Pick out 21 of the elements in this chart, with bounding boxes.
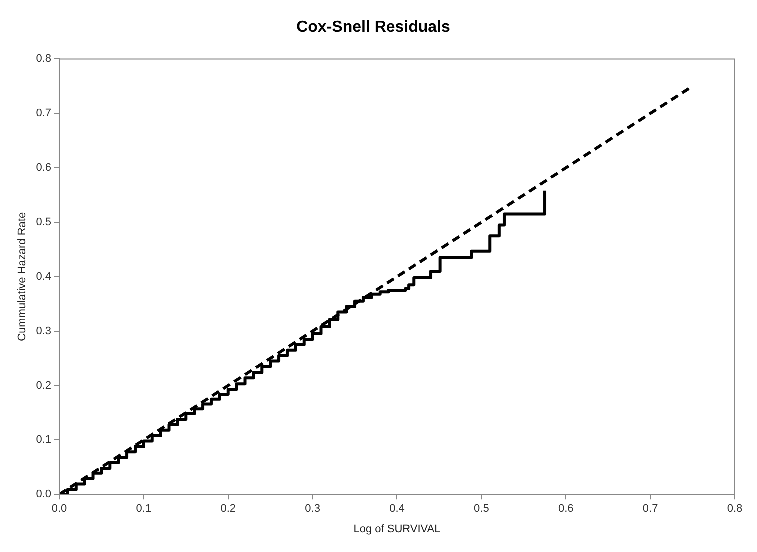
y-tick-label: 0.8 xyxy=(36,53,52,66)
y-tick-label: 0.2 xyxy=(36,380,52,392)
y-tick-label: 0.0 xyxy=(36,488,52,501)
x-tick-label: 0.5 xyxy=(474,503,490,516)
y-tick-label: 0.1 xyxy=(36,434,52,446)
y-tick-label: 0.7 xyxy=(36,108,52,120)
x-tick-label: 0.7 xyxy=(642,503,658,516)
y-tick-label: 0.3 xyxy=(36,325,52,338)
y-tick-label: 0.6 xyxy=(36,162,52,174)
x-tick-label: 0.0 xyxy=(52,503,68,516)
x-tick-label: 0.6 xyxy=(558,503,574,516)
x-tick-label: 0.1 xyxy=(136,503,152,516)
x-tick-label: 0.2 xyxy=(220,503,236,516)
chart-title: Cox-Snell Residuals xyxy=(296,19,451,36)
y-tick-label: 0.4 xyxy=(36,270,52,283)
x-tick-label: 0.8 xyxy=(727,503,743,516)
x-tick-label: 0.4 xyxy=(390,503,405,516)
y-tick-label: 0.5 xyxy=(36,216,52,229)
x-tick-label: 0.3 xyxy=(305,503,320,516)
y-axis-title: Cummulative Hazard Rate xyxy=(16,212,29,342)
x-axis-title: Log of SURVIVAL xyxy=(354,523,441,536)
